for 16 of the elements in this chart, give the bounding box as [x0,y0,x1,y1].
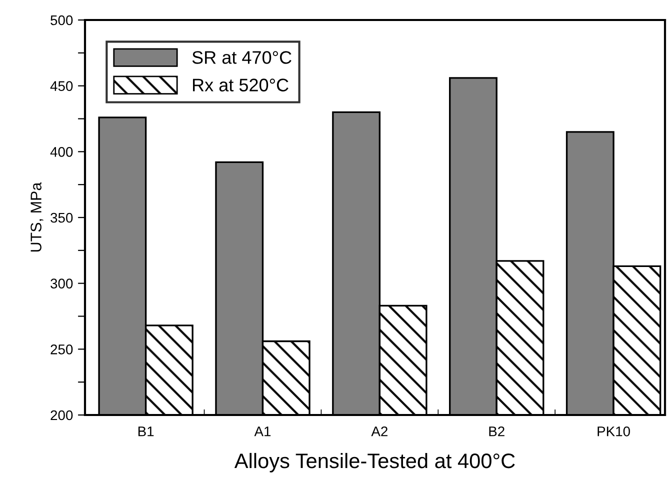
x-tick-label: PK10 [598,426,630,436]
y-tick-label: 500 [50,15,73,26]
y-axis-title: UTS, MPa [30,182,44,252]
y-tick-label: 350 [50,212,73,223]
y-tick-label: 400 [50,147,73,157]
y-tick-label: 300 [50,278,73,289]
x-tick-label: B1 [138,426,154,436]
legend-label: Rx at 520°C [193,78,288,92]
y-tick-label: 200 [50,410,73,420]
x-tick-label: A2 [371,426,388,436]
legend-label: SR at 470°C [192,51,292,64]
x-axis-title: Alloys Tensile-Tested at 400°C [234,452,515,472]
y-tick-label: 450 [50,81,73,92]
x-tick-label: B2 [489,426,504,436]
x-tick-label: A1 [254,426,271,436]
y-tick-label: 250 [50,344,73,354]
